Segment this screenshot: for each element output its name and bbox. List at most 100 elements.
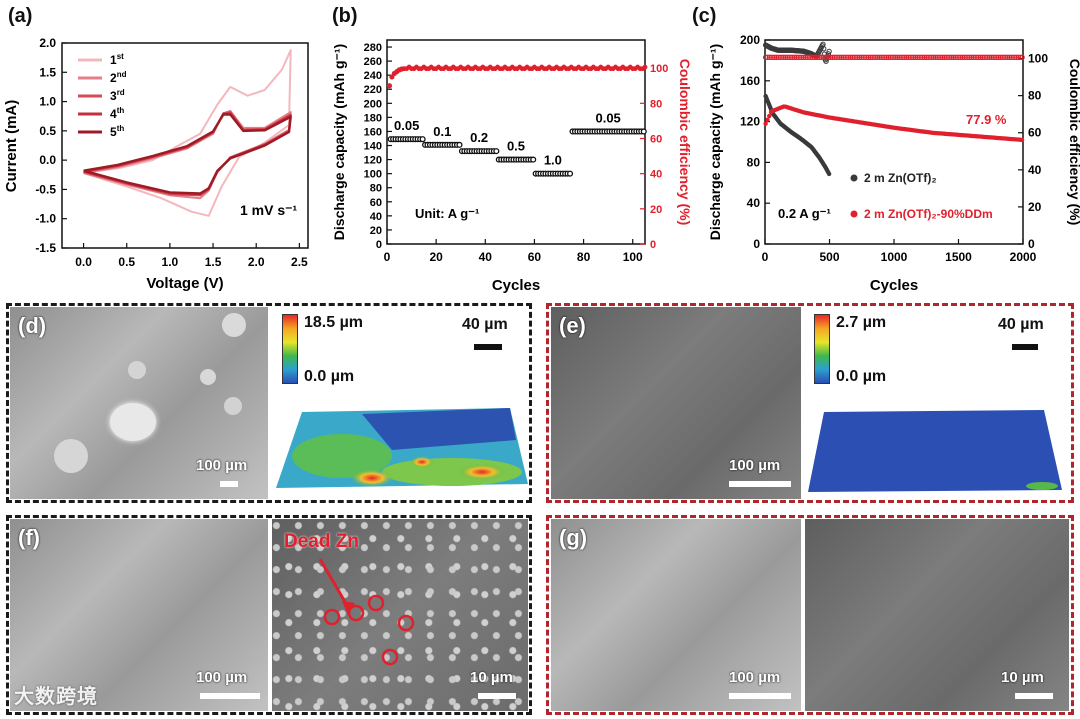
ce-point	[883, 54, 890, 61]
ce-point	[995, 54, 1002, 61]
panel-f-sem-right: Dead Zn 10 µm	[272, 519, 528, 711]
ce-point	[941, 54, 948, 61]
legend-label-cycle-4: 4th	[110, 106, 124, 121]
ce-point	[920, 54, 926, 61]
chart-b-xtick-label: 0	[384, 250, 391, 264]
panel-e-sem-image: (e) 100 µm	[551, 307, 801, 499]
ce-point	[855, 54, 861, 61]
watermark: 大数跨境	[14, 686, 98, 708]
chart-a-xtick-label: 1.5	[205, 255, 222, 269]
chart-c-ytick-label: 40	[747, 196, 761, 210]
ce-point	[912, 54, 919, 61]
chart-b-ytick-label: 260	[364, 56, 382, 68]
ce-point	[766, 54, 772, 61]
panel-label-e: (e)	[559, 313, 586, 338]
dead-zn-annotation: Dead Zn	[284, 531, 359, 552]
panel-g-left-scale-bar	[729, 693, 791, 699]
ce-point	[804, 54, 810, 61]
ce-point	[867, 54, 874, 61]
ce-point	[873, 54, 879, 61]
chart-b: (b) 020406080100120140160180200220240260…	[331, 5, 690, 294]
ce-point	[970, 54, 977, 61]
chart-c-ytick-label: 120	[740, 115, 760, 129]
ce-point	[986, 54, 993, 61]
legend-label-cycle-2: 2nd	[110, 70, 127, 85]
capacity-point	[765, 117, 770, 123]
panel-e-3d-topography	[808, 410, 1062, 492]
panel-g-right-scale-label: 10 µm	[1001, 669, 1044, 686]
chart-c-annotation: 0.2 A g⁻¹	[778, 206, 831, 221]
ce-point	[790, 54, 796, 61]
chart-b-ytick-label: 220	[364, 84, 382, 96]
ce-point	[777, 54, 783, 61]
ce-point	[997, 54, 1004, 61]
panel-e-frame	[546, 303, 1074, 503]
chart-c-y2tick-label: 0	[1028, 237, 1035, 251]
chart-c-ytick-label: 200	[740, 33, 760, 47]
ce-point	[770, 54, 776, 61]
ce-point	[994, 54, 1000, 61]
ce-point	[959, 54, 966, 61]
capacity-point	[640, 128, 647, 135]
chart-c-y2label: Coulombic efficiency (%)	[1067, 59, 1080, 225]
ce-point	[930, 54, 937, 61]
ce-point	[768, 54, 774, 61]
ce-point	[838, 54, 845, 61]
chart-c-ylabel: Discharge capacity (mAh g⁻¹)	[707, 44, 723, 240]
ce-point	[885, 54, 892, 61]
ce-point	[954, 54, 960, 61]
chart-a-annotation: 1 mV s⁻¹	[240, 202, 298, 218]
chart-b-ytick-label: 20	[370, 225, 382, 237]
ce-point	[874, 54, 881, 61]
legend-label: 2 m Zn(OTf)₂-90%DDm	[864, 207, 993, 221]
ce-point	[981, 54, 987, 61]
chart-b-xtick-label: 80	[577, 250, 591, 264]
ce-point	[988, 54, 995, 61]
ce-point	[896, 54, 902, 61]
ce-point	[1003, 54, 1009, 61]
panel-label-d: (d)	[18, 313, 47, 338]
ce-point	[1017, 54, 1023, 61]
panel-e-3d-scale-bar	[1012, 344, 1038, 350]
ce-point	[911, 54, 917, 61]
ce-point	[999, 54, 1005, 61]
rate-label: 0.05	[595, 110, 620, 125]
ce-point	[786, 54, 792, 61]
chart-a-axes	[61, 42, 309, 249]
ce-point	[784, 54, 791, 61]
panel-e-colorbar-max: 2.7 µm	[836, 314, 887, 331]
panel-d-sem-image: (d) 100 µm	[10, 307, 268, 499]
chart-c-y2tick-label: 80	[1028, 89, 1042, 103]
ce-point	[840, 54, 847, 61]
ce-point	[781, 54, 787, 61]
chart-b-ylabel: Discharge capacity (mAh g⁻¹)	[331, 44, 347, 240]
panel-d-3d-scale-label: 40 µm	[462, 316, 508, 333]
panel-d-scale-label: 100 µm	[196, 457, 248, 474]
ce-point	[956, 54, 962, 61]
ce-point	[817, 54, 823, 61]
ce-point	[1008, 54, 1014, 61]
ce-point	[826, 54, 832, 61]
ce-point	[811, 54, 818, 61]
chart-b-y2tick-label: 80	[650, 98, 662, 110]
chart-b-ytick-label: 0	[376, 239, 382, 251]
chart-c-y2tick-label: 20	[1028, 200, 1042, 214]
ce-point	[900, 54, 906, 61]
chart-b-xtick-label: 40	[479, 250, 493, 264]
legend-label-cycle-1: 1st	[110, 52, 124, 67]
rate-label: 0.5	[507, 139, 525, 154]
ce-point	[849, 54, 856, 61]
panel-f-right-scale-label: 10 µm	[470, 669, 513, 686]
ce-point	[967, 54, 973, 61]
chart-c-xtick-label: 2000	[1010, 250, 1037, 264]
chart-a-xtick-label: 0.5	[118, 255, 135, 269]
chart-a-xtick-label: 0.0	[75, 255, 92, 269]
ce-point	[797, 54, 803, 61]
capacity-point	[567, 170, 574, 177]
capacity-point	[493, 148, 500, 155]
cv-curve-cycle-2	[83, 109, 292, 200]
ce-point	[945, 54, 951, 61]
ce-point	[918, 54, 924, 61]
chart-c-ytick-label: 80	[747, 155, 761, 169]
ce-point	[775, 54, 781, 61]
